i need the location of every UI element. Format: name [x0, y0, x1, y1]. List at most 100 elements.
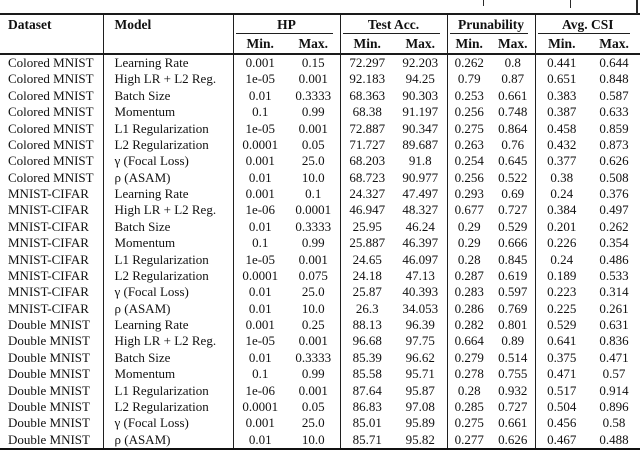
- table-row: Double MNIST L2 Regularization 0.0001 0.…: [0, 398, 640, 416]
- cell-avg-csi-min: 0.189: [547, 267, 577, 283]
- col-group-prunability: Prunability: [447, 14, 536, 34]
- cell-hp-min: 0.1: [252, 366, 269, 382]
- cell-hp-min: 0.0001: [242, 398, 279, 414]
- cell-avg-csi-max: 0.508: [599, 169, 629, 185]
- cell-avg-csi-max: 0.633: [599, 104, 629, 120]
- cell-test-acc-min: 96.68: [352, 333, 382, 349]
- cell-prunability-min: 0.277: [454, 431, 484, 447]
- cell-test-acc-max: 48.327: [394, 202, 448, 219]
- cell-avg-csi-min: 0.432: [547, 136, 577, 152]
- cell-avg-csi-min: 0.517: [547, 382, 577, 398]
- cell-dataset: Double MNIST: [0, 415, 104, 432]
- cell-hp-min: 1e-05: [245, 333, 276, 349]
- cell-dataset: Colored MNIST: [0, 104, 104, 121]
- table-row: MNIST-CIFAR L2 Regularization 0.0001 0.0…: [0, 267, 640, 285]
- cropped-rule-tick: [570, 0, 571, 8]
- cell-avg-csi-min: 0.377: [547, 153, 577, 169]
- cell-dataset: Double MNIST: [0, 382, 104, 399]
- cell-hp-max: 0.001: [287, 120, 341, 137]
- cropped-rule-corner: [636, 0, 638, 14]
- cell-test-acc-max: 96.62: [394, 349, 448, 367]
- cell-dataset: MNIST-CIFAR: [0, 267, 104, 285]
- cell-prunability-max: 0.727: [491, 398, 536, 416]
- cell-hp-max: 0.25: [287, 317, 341, 334]
- cell-prunability-max: 0.645: [491, 153, 536, 170]
- cell-model: L2 Regularization: [103, 398, 234, 416]
- cell-dataset: Double MNIST: [0, 349, 104, 367]
- cell-test-acc-max: 94.25: [394, 71, 448, 88]
- col-group-hp: HP: [233, 14, 341, 34]
- cell-avg-csi-min: 0.441: [547, 55, 577, 70]
- cell-dataset: Colored MNIST: [0, 153, 104, 170]
- cell-test-acc-max: 95.87: [394, 382, 448, 399]
- cell-test-acc-min: 68.38: [352, 104, 382, 120]
- subcol-header-hp-max: Max.: [287, 34, 341, 55]
- cell-avg-csi-max: 0.58: [602, 415, 626, 431]
- cell-hp-max: 10.0: [287, 300, 341, 317]
- cell-prunability-min: 0.263: [454, 136, 484, 152]
- cell-prunability-max: 0.8: [491, 54, 536, 72]
- cell-prunability-max: 0.845: [491, 251, 536, 268]
- cell-avg-csi-min: 0.384: [547, 202, 577, 218]
- cell-test-acc-max: 95.71: [394, 366, 448, 383]
- table-row: MNIST-CIFAR ρ (ASAM) 0.01 10.0 26.3 34.0…: [0, 300, 640, 317]
- cell-test-acc-max: 46.24: [394, 218, 448, 236]
- table-row: Colored MNIST High LR + L2 Reg. 1e-05 0.…: [0, 71, 640, 88]
- cell-prunability-min: 0.254: [454, 153, 484, 169]
- table-row: Double MNIST Batch Size 0.01 0.3333 85.3…: [0, 349, 640, 367]
- cell-avg-csi-max: 0.914: [599, 382, 629, 398]
- cell-model: ρ (ASAM): [103, 169, 234, 186]
- table-header: Dataset Model HP Test Acc. Prunability A…: [0, 14, 640, 55]
- cell-dataset: Double MNIST: [0, 366, 104, 383]
- cell-hp-min: 0.001: [245, 55, 275, 70]
- cell-test-acc-min: 71.727: [349, 136, 386, 152]
- cell-hp-max: 0.3333: [287, 87, 341, 105]
- cell-test-acc-max: 90.303: [394, 87, 448, 105]
- cell-hp-max: 0.05: [287, 136, 341, 154]
- cell-prunability-max: 0.522: [491, 169, 536, 186]
- subcol-header-hp-min: Min.: [233, 34, 287, 55]
- cell-dataset: Colored MNIST: [0, 169, 104, 186]
- cell-avg-csi-max: 0.626: [599, 153, 629, 169]
- subcol-header-prunability-max: Max.: [491, 34, 536, 55]
- cell-test-acc-max: 90.347: [394, 120, 448, 137]
- cell-test-acc-max: 46.097: [394, 251, 448, 268]
- cell-test-acc-min: 85.39: [352, 349, 382, 365]
- cell-prunability-min: 0.282: [454, 317, 484, 332]
- cell-avg-csi-max: 0.471: [599, 349, 629, 365]
- table-row: Colored MNIST L2 Regularization 0.0001 0…: [0, 136, 640, 154]
- cell-model: γ (Focal Loss): [103, 284, 234, 301]
- cell-model: L1 Regularization: [103, 251, 234, 268]
- cell-prunability-max: 0.666: [491, 235, 536, 252]
- table-row: Colored MNIST Momentum 0.1 0.99 68.38 91…: [0, 104, 640, 121]
- cell-test-acc-min: 24.18: [352, 267, 382, 283]
- cell-dataset: Double MNIST: [0, 333, 104, 350]
- cell-hp-min: 1e-05: [245, 251, 276, 267]
- table-row: MNIST-CIFAR Batch Size 0.01 0.3333 25.95…: [0, 218, 640, 236]
- cell-avg-csi-min: 0.24: [550, 186, 574, 201]
- col-group-test-acc: Test Acc.: [340, 14, 448, 34]
- table-row: Colored MNIST γ (Focal Loss) 0.001 25.0 …: [0, 153, 640, 170]
- cell-prunability-max: 0.748: [491, 104, 536, 121]
- cell-avg-csi-min: 0.458: [547, 120, 577, 136]
- cell-avg-csi-min: 0.529: [547, 317, 577, 332]
- cell-dataset: Colored MNIST: [0, 54, 104, 72]
- cell-model: High LR + L2 Reg.: [103, 71, 234, 88]
- cell-avg-csi-max: 0.631: [599, 317, 629, 332]
- cell-avg-csi-max: 0.848: [599, 71, 629, 87]
- subcol-header-avg-csi-min: Min.: [535, 34, 589, 55]
- cell-hp-max: 0.001: [287, 382, 341, 399]
- cell-prunability-max: 0.769: [491, 300, 536, 317]
- cell-test-acc-min: 72.297: [349, 55, 386, 70]
- cell-prunability-max: 0.755: [491, 366, 536, 383]
- cell-prunability-max: 0.514: [491, 349, 536, 367]
- cell-avg-csi-max: 0.262: [599, 218, 629, 234]
- subcol-header-avg-csi-max: Max.: [588, 34, 640, 55]
- cell-test-acc-min: 25.87: [352, 284, 382, 300]
- cell-dataset: Colored MNIST: [0, 120, 104, 137]
- cell-hp-min: 0.001: [245, 317, 275, 332]
- table-row: MNIST-CIFAR Momentum 0.1 0.99 25.887 46.…: [0, 235, 640, 252]
- cell-test-acc-max: 40.393: [394, 284, 448, 301]
- cell-model: L1 Regularization: [103, 120, 234, 137]
